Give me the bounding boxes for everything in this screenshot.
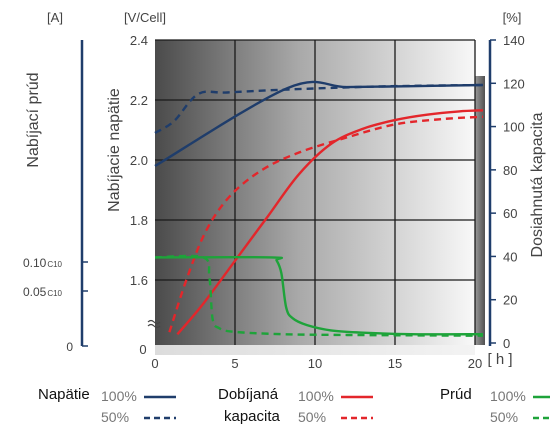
legend-current-title: Prúd — [440, 386, 472, 403]
series-lines — [154, 80, 484, 337]
capacity-axis-title: Dosiahnutá kapacita — [529, 112, 546, 257]
x-tick-label: 0 — [151, 356, 158, 371]
legend-capacity-title-2: kapacita — [224, 408, 280, 425]
series-line-dob-jan-kapacita-100- — [176, 109, 484, 336]
legend-capacity-full: 100% — [298, 388, 334, 404]
voltage-axis-title: Nabíjacie napätie — [106, 88, 123, 212]
series-line-nap-tie-50- — [154, 83, 484, 135]
capacity-tick-label: 20 — [503, 293, 517, 308]
x-tick-label: 20 — [468, 356, 482, 371]
voltage-axis-unit: [V/Cell] — [124, 10, 166, 25]
current-tick-main: 0.10 — [23, 256, 47, 270]
legend-capacity-title-1: Dobíjaná — [218, 386, 279, 403]
voltage-tick-label: 2.0 — [130, 153, 148, 168]
voltage-zero-label: 0 — [139, 342, 146, 357]
legend-capacity-half: 50% — [298, 409, 327, 425]
x-axis-strip — [155, 345, 475, 355]
voltage-tick-label: 1.8 — [130, 213, 148, 228]
legend-voltage-title: Napätie — [38, 386, 90, 403]
series-line-pr-d-100- — [154, 255, 484, 336]
current-axis-unit: [A] — [47, 10, 63, 25]
current-tick-sub: C10 — [47, 260, 62, 269]
tick-labels: 0 5 10 15 201.61.82.02.22.40 0204060801001201… — [23, 33, 525, 371]
voltage-tick-label: 2.2 — [130, 93, 148, 108]
plot-right-shade — [475, 76, 485, 345]
current-axis-title: Nabíjací prúd — [25, 72, 42, 167]
voltage-tick-label: 1.6 — [130, 273, 148, 288]
capacity-tick-label: 140 — [503, 33, 525, 48]
x-tick-label: 5 — [231, 356, 238, 371]
axis-break-mark — [147, 319, 161, 329]
capacity-tick-label: 60 — [503, 206, 517, 221]
capacity-tick-label: 0 — [503, 336, 510, 351]
x-tick-label: 15 — [388, 356, 402, 371]
current-tick-main: 0 — [66, 340, 73, 354]
legend-voltage-half: 50% — [101, 409, 130, 425]
current-tick-sub: C10 — [47, 289, 62, 298]
current-tick-label: 0 — [66, 340, 73, 354]
capacity-tick-label: 80 — [503, 163, 517, 178]
capacity-tick-label: 100 — [503, 120, 525, 135]
capacity-axis-unit: [%] — [503, 10, 522, 25]
legend-current-full: 100% — [490, 388, 526, 404]
legend-voltage-full: 100% — [101, 388, 137, 404]
grid — [155, 39, 476, 345]
current-tick-label: 0.10C10 — [23, 256, 63, 270]
capacity-tick-label: 40 — [503, 249, 517, 264]
capacity-tick-label: 120 — [503, 76, 525, 91]
current-tick-main: 0.05 — [23, 285, 47, 299]
legend-current-half: 50% — [490, 409, 519, 425]
series-line-pr-d-50- — [154, 254, 484, 337]
x-tick-label: 10 — [308, 356, 322, 371]
current-tick-label: 0.05C10 — [23, 285, 63, 299]
x-axis-unit: [ h ] — [487, 351, 512, 368]
voltage-tick-label: 2.4 — [130, 33, 148, 48]
